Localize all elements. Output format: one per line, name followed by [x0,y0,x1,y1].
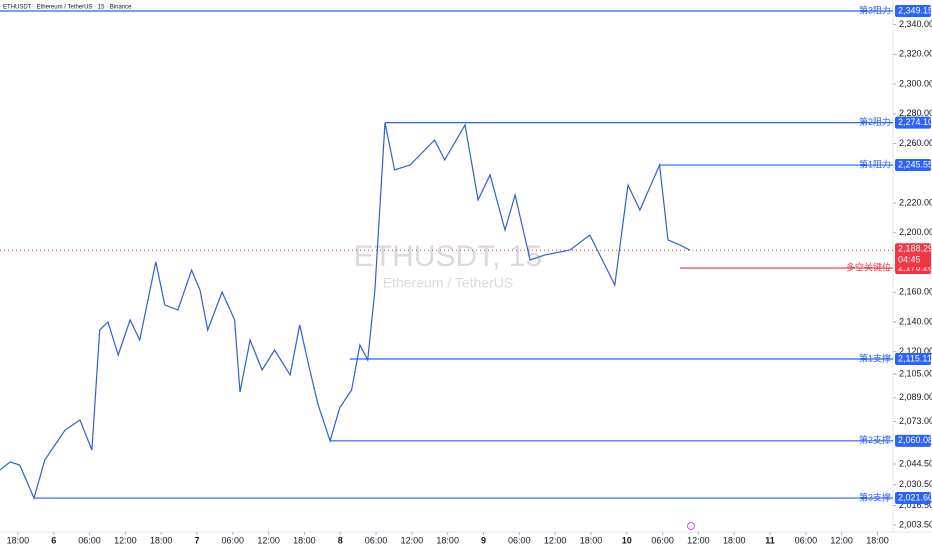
y-tick-label: 2,140.00 [899,316,932,326]
x-tick-label: 18:00 [7,535,30,545]
event-icon[interactable] [687,522,695,530]
y-tick-label: 2,030.50 [899,479,932,489]
countdown: 04:45 [898,255,921,265]
watermark-symbol: ETHUSDT, 15 [354,240,542,273]
level-name: 第1支撑 [859,352,891,363]
level-badge-label: 2,176.28 [898,262,932,272]
x-tick-label: 18:00 [866,535,889,545]
x-tick-label: 06:00 [508,535,531,545]
level-badge-label: 2,245.55 [898,159,932,169]
x-tick-label: 18:00 [150,535,173,545]
level-badge [895,5,931,18]
y-tick-label: 2,016.50 [899,500,932,510]
y-tick-label: 2,340.00 [899,19,932,29]
level-badge [895,159,931,172]
x-tick-label: 06:00 [651,535,674,545]
x-tick-label: 6 [51,535,56,545]
level-badge-label: 2,349.15 [898,5,932,15]
level-name: 第2支撑 [859,434,891,445]
level-badge-label: 2,274.10 [898,117,932,127]
level-name: 第1阻力 [859,158,891,169]
y-tick-label: 2,105.00 [899,368,932,378]
x-tick-label: 7 [194,535,199,545]
y-tick-label: 2,089.00 [899,392,932,402]
y-tick-label: 2,160.00 [899,287,932,297]
y-tick-label: 2,200.00 [899,227,932,237]
level-badge [895,353,931,366]
x-tick-label: 9 [481,535,486,545]
y-tick-label: 2,320.00 [899,49,932,59]
y-tick-label: 2,300.00 [899,78,932,88]
level-badge-label: 2,060.08 [898,435,932,445]
y-tick-label: 2,003.50 [899,519,932,529]
x-tick-label: 06:00 [795,535,818,545]
y-tick-label: 2,073.00 [899,416,932,426]
header: ETHUSDT · Ethereum / TetherUS · 15 · Bin… [3,5,132,11]
x-tick-label: 12:00 [687,535,710,545]
level-name: 第3阻力 [859,4,891,15]
x-tick-label: 8 [338,535,343,545]
x-tick-label: 06:00 [365,535,388,545]
level-name: 多空关键位 [846,261,891,272]
last-price-label: 2,188.29 [898,244,932,254]
last-price-badge [895,243,931,268]
level-badge-label: 2,021.60 [898,492,932,502]
level-name: 第2阻力 [859,116,891,127]
level-badge [895,434,931,447]
x-tick-label: 06:00 [222,535,245,545]
y-tick-label: 2,260.00 [899,138,932,148]
level-badge [895,492,931,505]
x-tick-label: 12:00 [257,535,280,545]
x-tick-label: 12:00 [830,535,853,545]
x-tick-label: 18:00 [436,535,459,545]
y-tick-label: 2,220.00 [899,197,932,207]
y-tick-label: 2,280.00 [899,108,932,118]
price-line [0,122,691,500]
x-tick-label: 18:00 [580,535,603,545]
level-name: 第3支撑 [859,491,891,502]
y-tick-label: 2,044.50 [899,458,932,468]
x-tick-label: 18:00 [723,535,746,545]
level-badge [895,116,931,129]
x-tick-label: 12:00 [544,535,567,545]
y-tick-label: 2,120.00 [899,346,932,356]
x-tick-label: 12:00 [114,535,137,545]
x-tick-label: 11 [765,535,775,545]
watermark-name: Ethereum / TetherUS [383,275,513,291]
level-badge-label: 2,115.11 [898,353,932,363]
x-tick-label: 10 [622,535,632,545]
x-tick-label: 12:00 [401,535,424,545]
x-tick-label: 18:00 [293,535,316,545]
x-tick-label: 06:00 [78,535,101,545]
